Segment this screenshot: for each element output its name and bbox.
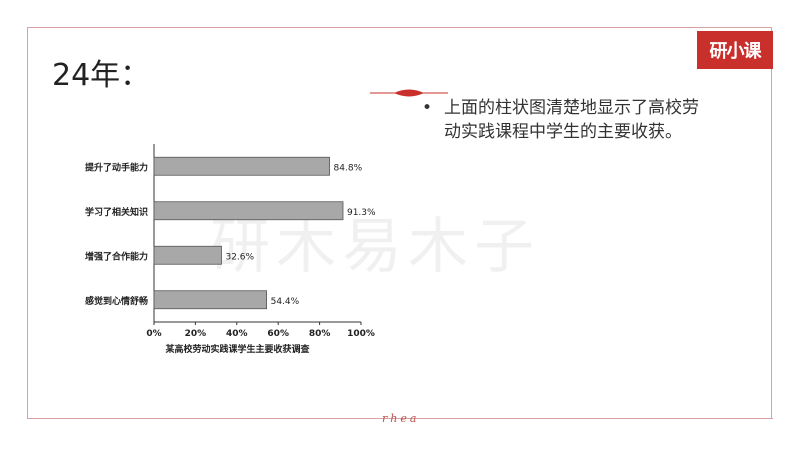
x-axis-label: 某高校劳动实践课学生主要收获调查 (165, 343, 310, 355)
slide-frame (27, 27, 772, 419)
watermark: 研木易木子 (210, 212, 540, 282)
data-label: 84.8% (334, 163, 363, 173)
footer-line-right (433, 418, 773, 419)
footer-line-left (27, 418, 367, 419)
x-tick-label: 20% (185, 329, 207, 339)
bar (153, 245, 222, 265)
bullet-dot-icon: • (422, 98, 433, 118)
bar-chart: 提升了动手能力 84.8% 学习了相关知识 91.3% 增强了合作能力 32.6% 感觉到心… (85, 144, 376, 355)
x-tick-label: 60% (267, 329, 289, 339)
title-ornament-icon (370, 89, 448, 97)
category-label: 学习了相关知识 (85, 206, 148, 218)
brand-logo: 研小课 (697, 31, 773, 69)
category-label: 增强了合作能力 (85, 250, 148, 262)
x-tick-label: 0% (146, 329, 161, 339)
bullet-text: 上面的柱状图清楚地显示了高校劳动实践课程中学生的主要收获。 (444, 98, 699, 142)
bar (153, 290, 268, 310)
data-label: 54.4% (271, 297, 300, 307)
data-label: 32.6% (225, 252, 254, 262)
footer-brand: rhea (382, 412, 420, 425)
bar (153, 201, 344, 221)
category-label: 提升了动手能力 (85, 161, 148, 173)
bar (153, 156, 330, 176)
category-label: 感觉到心情舒畅 (85, 295, 148, 307)
x-tick-label: 80% (309, 329, 331, 339)
data-label: 91.3% (347, 208, 376, 218)
x-tick-label: 100% (347, 329, 375, 339)
slide-title: 24年： (52, 58, 151, 93)
x-tick-label: 40% (226, 329, 248, 339)
